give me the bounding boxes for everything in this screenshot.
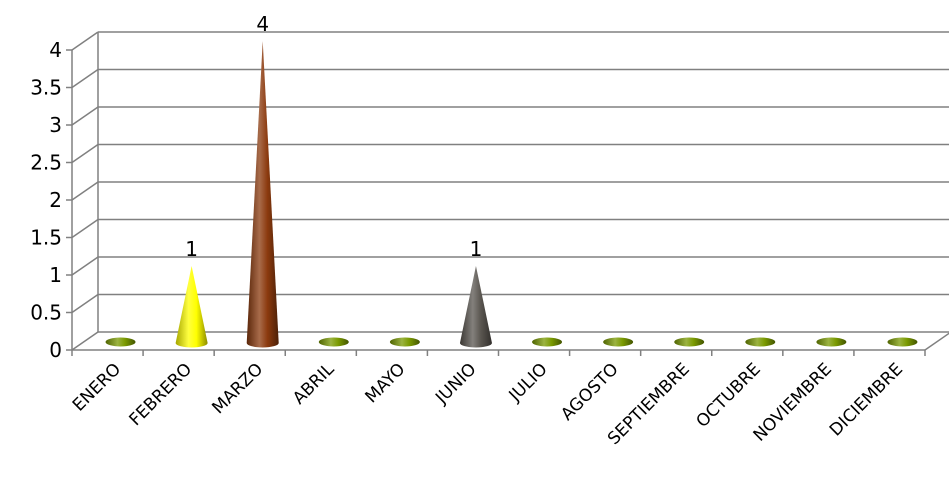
y-tick-label: 4 (49, 38, 62, 62)
side-wall-gridline (71, 331, 99, 351)
x-tick-label-febrero: FEBRERO (125, 359, 196, 430)
side-wall-gridline (71, 106, 99, 126)
data-labels: 1 4 1 (185, 12, 482, 261)
y-axis-tick-labels: 0 0.5 1 1.5 2 2.5 3 3.5 4 (30, 38, 62, 362)
floor-right-edge (924, 332, 949, 351)
cone-mark-diciembre (887, 337, 918, 347)
side-wall-gridline (71, 68, 99, 89)
y-tick-label: 0 (49, 338, 62, 362)
side-wall-gridline (71, 143, 99, 164)
data-label-febrero: 1 (185, 237, 198, 261)
cone-mark-noviembre (816, 337, 847, 347)
data-label-marzo: 4 (256, 12, 269, 36)
side-wall-gridline (71, 181, 99, 201)
y-tick-label: 3 (49, 113, 62, 137)
x-tick-label-enero: ENERO (69, 359, 125, 415)
y-tick-label: 2 (49, 188, 62, 212)
y-tick-label: 1 (49, 263, 62, 287)
cone-mark-febrero (175, 266, 208, 348)
side-wall-gridline (71, 31, 99, 51)
x-tick-label-diciembre: DICIEMBRE (826, 359, 907, 440)
x-tick-label-abril: ABRIL (289, 359, 339, 409)
side-wall-gridline (71, 293, 99, 314)
cone-mark-julio (532, 337, 563, 347)
cone-mark-octubre (745, 337, 776, 347)
cone-mark-abril (318, 337, 349, 347)
x-axis-tick-labels: ENERO FEBRERO MARZO ABRIL MAYO JUNIO JULIO AGOS… (69, 359, 907, 449)
gridlines (71, 31, 949, 351)
cone-mark-junio (459, 266, 492, 348)
x-tick-label-julio: JULIO (505, 359, 552, 406)
y-tick-label: 2.5 (30, 151, 62, 175)
x-tick-label-octubre: OCTUBRE (692, 359, 764, 431)
side-wall-gridline (71, 218, 99, 239)
x-tick-label-mayo: MAYO (361, 359, 409, 407)
x-tick-label-marzo: MARZO (208, 359, 267, 418)
cone-mark-mayo (389, 337, 420, 347)
cone-marks (105, 41, 918, 348)
side-wall-gridline (71, 256, 99, 276)
cone-mark-enero (105, 337, 136, 347)
x-tick-label-agosto: AGOSTO (557, 359, 622, 424)
y-tick-label: 0.5 (30, 301, 62, 325)
data-label-junio: 1 (470, 237, 483, 261)
x-tick-label-junio: JUNIO (431, 359, 480, 408)
cone-mark-marzo (246, 41, 279, 348)
y-tick-label: 3.5 (30, 76, 62, 100)
y-tick-label: 1.5 (30, 226, 62, 250)
cone-mark-septiembre (674, 337, 705, 347)
axes (66, 32, 949, 356)
cone-mark-agosto (603, 337, 634, 347)
